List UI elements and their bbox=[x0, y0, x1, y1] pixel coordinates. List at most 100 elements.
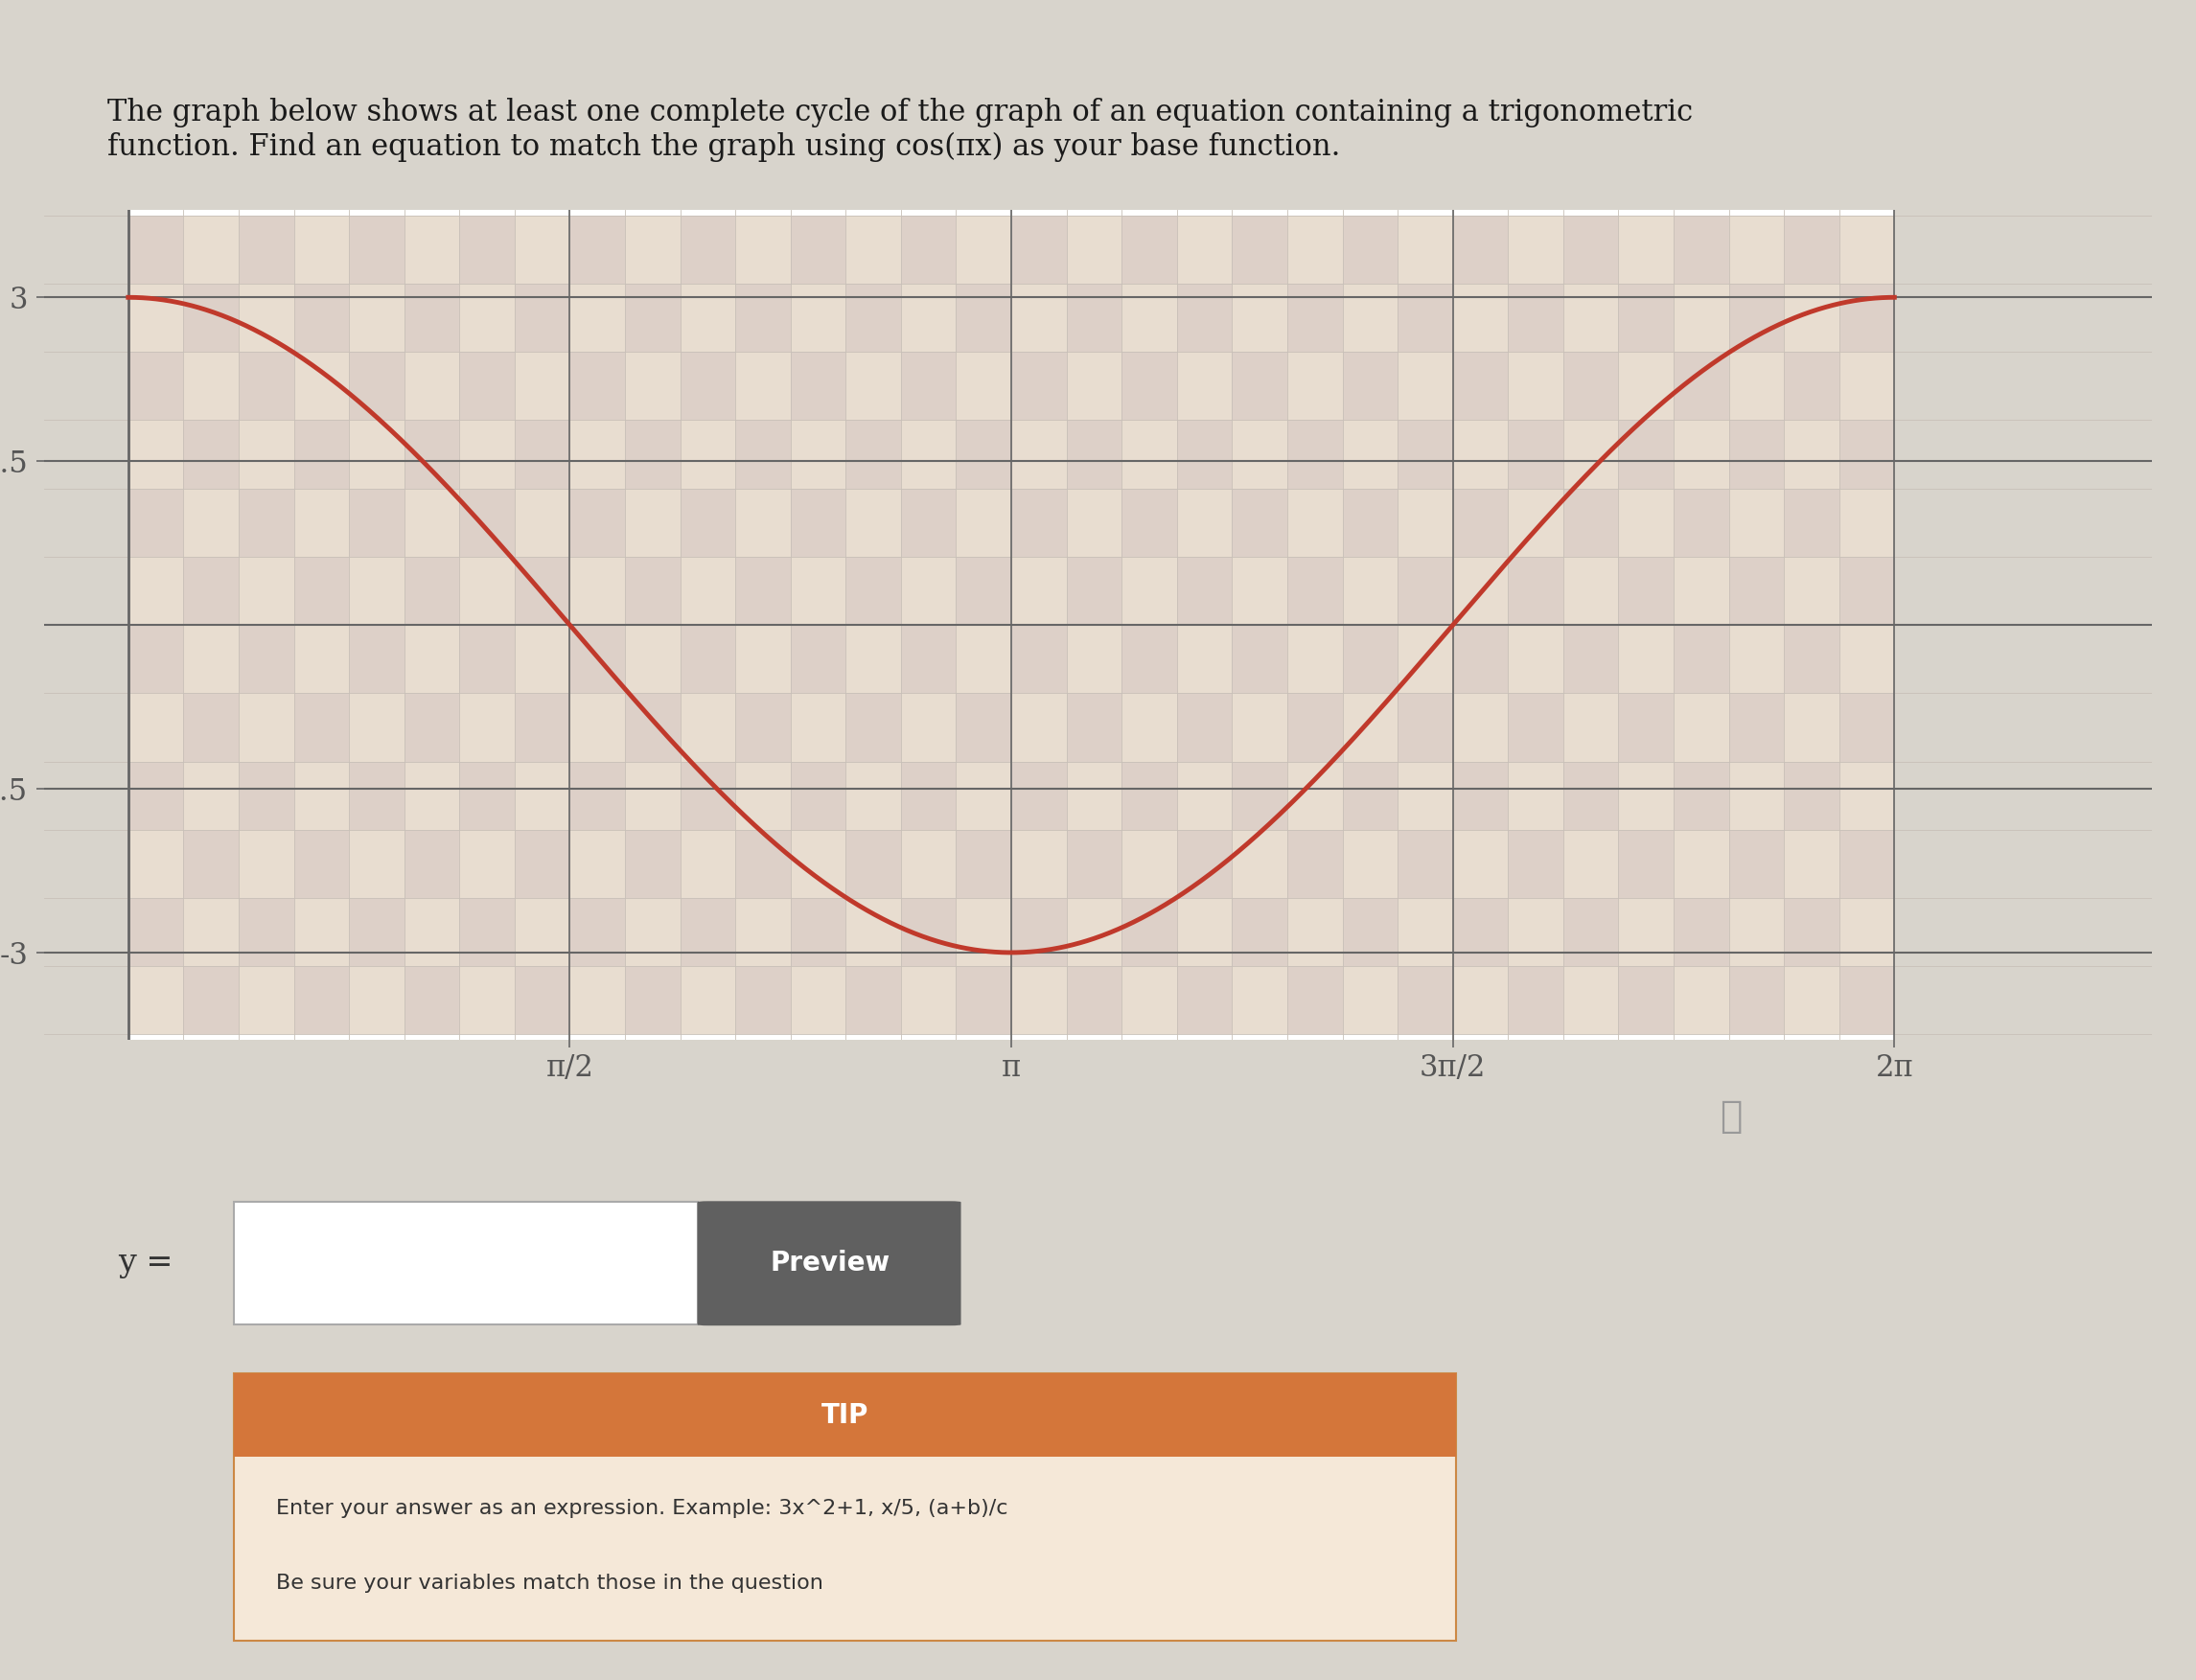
Bar bbox=[127, 694, 184, 761]
Bar bbox=[404, 353, 459, 420]
Bar bbox=[1122, 353, 1177, 420]
Bar bbox=[1397, 625, 1454, 694]
Bar bbox=[1454, 489, 1509, 556]
Bar bbox=[404, 830, 459, 897]
Bar bbox=[791, 966, 845, 1035]
Bar bbox=[736, 897, 791, 966]
Bar bbox=[1177, 830, 1232, 897]
Bar bbox=[1397, 966, 1454, 1035]
Bar bbox=[514, 897, 569, 966]
Bar bbox=[1122, 966, 1177, 1035]
Bar bbox=[294, 489, 349, 556]
Bar bbox=[791, 489, 845, 556]
Bar bbox=[1564, 489, 1618, 556]
Bar bbox=[294, 625, 349, 694]
Bar bbox=[349, 215, 404, 284]
Bar bbox=[294, 420, 349, 489]
Bar bbox=[1287, 489, 1342, 556]
Bar bbox=[845, 353, 900, 420]
Bar bbox=[1067, 761, 1122, 830]
Bar bbox=[736, 761, 791, 830]
Bar bbox=[955, 897, 1012, 966]
Bar bbox=[1122, 897, 1177, 966]
Bar bbox=[736, 830, 791, 897]
Bar bbox=[349, 353, 404, 420]
Bar bbox=[1564, 353, 1618, 420]
Bar bbox=[736, 215, 791, 284]
FancyBboxPatch shape bbox=[233, 1203, 698, 1324]
Bar bbox=[955, 284, 1012, 353]
Bar bbox=[569, 761, 626, 830]
Bar bbox=[1728, 420, 1783, 489]
Bar bbox=[845, 830, 900, 897]
Bar bbox=[1783, 761, 1840, 830]
Bar bbox=[1232, 830, 1287, 897]
Bar bbox=[1067, 694, 1122, 761]
Bar bbox=[1012, 966, 1067, 1035]
Bar bbox=[1618, 284, 1673, 353]
Bar bbox=[1618, 420, 1673, 489]
Bar bbox=[681, 284, 736, 353]
Bar bbox=[1067, 284, 1122, 353]
Bar bbox=[514, 284, 569, 353]
Bar bbox=[569, 897, 626, 966]
Bar bbox=[127, 966, 184, 1035]
Bar bbox=[184, 420, 239, 489]
Bar bbox=[404, 489, 459, 556]
Text: The graph below shows at least one complete cycle of the graph of an equation co: The graph below shows at least one compl… bbox=[108, 97, 1693, 163]
Bar bbox=[1840, 830, 1895, 897]
Bar bbox=[626, 897, 681, 966]
Bar bbox=[1509, 625, 1564, 694]
Bar bbox=[294, 556, 349, 625]
Bar bbox=[514, 215, 569, 284]
Bar bbox=[514, 966, 569, 1035]
Bar bbox=[349, 966, 404, 1035]
Bar bbox=[459, 556, 514, 625]
Bar bbox=[1454, 625, 1509, 694]
Bar bbox=[1728, 284, 1783, 353]
Bar bbox=[127, 761, 184, 830]
Bar bbox=[955, 556, 1012, 625]
Bar bbox=[1564, 897, 1618, 966]
Bar bbox=[1287, 556, 1342, 625]
Bar bbox=[514, 420, 569, 489]
Bar bbox=[681, 556, 736, 625]
Bar bbox=[1287, 215, 1342, 284]
Bar bbox=[791, 215, 845, 284]
Bar bbox=[1564, 215, 1618, 284]
Bar bbox=[626, 625, 681, 694]
Bar bbox=[1454, 830, 1509, 897]
Bar bbox=[845, 420, 900, 489]
Bar bbox=[1012, 420, 1067, 489]
Bar bbox=[1509, 420, 1564, 489]
Bar bbox=[681, 625, 736, 694]
Bar bbox=[239, 761, 294, 830]
Bar bbox=[1840, 625, 1895, 694]
Bar bbox=[1673, 897, 1728, 966]
Bar bbox=[1840, 966, 1895, 1035]
Bar bbox=[1177, 489, 1232, 556]
Bar bbox=[1122, 489, 1177, 556]
Bar bbox=[294, 284, 349, 353]
Bar bbox=[1232, 556, 1287, 625]
Bar bbox=[845, 489, 900, 556]
Bar bbox=[1012, 761, 1067, 830]
Bar bbox=[626, 556, 681, 625]
Bar bbox=[681, 761, 736, 830]
Bar bbox=[239, 830, 294, 897]
Bar bbox=[184, 897, 239, 966]
Bar bbox=[1287, 830, 1342, 897]
Bar bbox=[569, 966, 626, 1035]
Bar bbox=[845, 215, 900, 284]
FancyBboxPatch shape bbox=[233, 1374, 1456, 1641]
Bar bbox=[1232, 215, 1287, 284]
Bar bbox=[404, 966, 459, 1035]
Bar bbox=[1177, 353, 1232, 420]
Bar bbox=[459, 625, 514, 694]
Bar bbox=[1177, 420, 1232, 489]
Bar bbox=[1012, 215, 1067, 284]
Bar bbox=[569, 694, 626, 761]
Bar bbox=[404, 625, 459, 694]
Bar bbox=[1067, 489, 1122, 556]
Bar bbox=[349, 489, 404, 556]
